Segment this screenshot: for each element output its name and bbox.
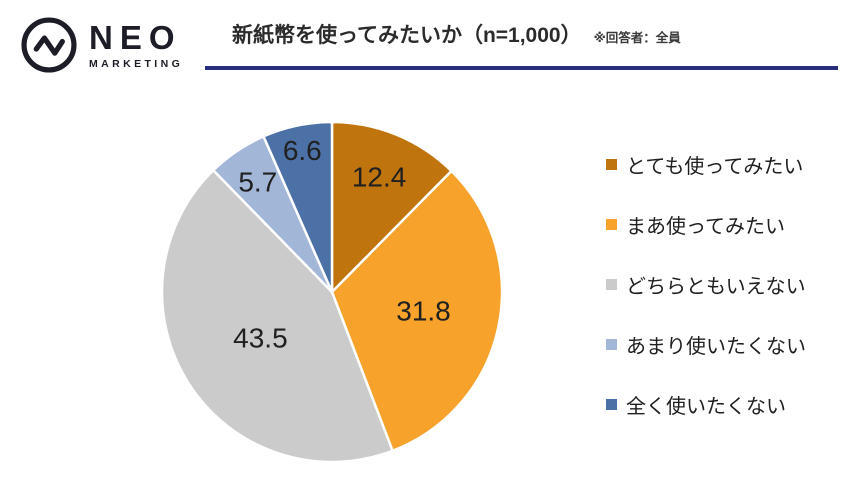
legend-item-3: あまり使いたくない <box>606 314 806 374</box>
legend-marker-icon <box>606 218 617 230</box>
pie-label-4: 6.6 <box>283 135 322 166</box>
legend-label: どちらともいえない <box>626 275 806 298</box>
legend-marker-icon <box>606 278 617 290</box>
legend-label: とても使ってみたい <box>626 155 804 178</box>
page-title: 新紙幣を使ってみたいか（n=1,000） <box>232 24 582 47</box>
pie-label-2: 43.5 <box>233 322 288 353</box>
title-block: 新紙幣を使ってみたいか（n=1,000） ※回答者：全員 <box>232 19 681 49</box>
pie-slice-1 <box>330 169 504 453</box>
legend-item-0: とても使ってみたい <box>606 134 806 194</box>
legend-item-1: まあ使ってみたい <box>606 194 806 254</box>
pie-chart: 12.4 31.8 43.5 5.76.6 <box>160 120 504 464</box>
pie-label-3: 5.7 <box>238 167 277 198</box>
legend-item-2: どちらともいえない <box>606 254 806 314</box>
pie-slice-2 <box>160 169 394 464</box>
pie-slice-4 <box>262 120 334 294</box>
legend-label: 全く使いたくない <box>626 395 786 418</box>
logo: NEO MARKETING <box>20 16 183 74</box>
pie-label-1: 31.8 <box>396 296 451 327</box>
logo-name: NEO <box>89 18 182 56</box>
pie-label-0: 12.4 <box>352 162 407 193</box>
legend-marker-icon <box>606 338 617 350</box>
neo-pulse-icon <box>21 17 77 73</box>
logo-text: NEO MARKETING <box>89 21 183 70</box>
legend-item-4: 全く使いたくない <box>606 374 806 434</box>
logo-subtitle: MARKETING <box>89 57 184 70</box>
legend: とても使ってみたい まあ使ってみたい どちらともいえない あまり使いたくない 全く使いた… <box>606 134 806 434</box>
respondent-note: ※回答者：全員 <box>593 31 681 45</box>
legend-label: あまり使いたくない <box>626 335 806 358</box>
legend-label: まあ使ってみたい <box>626 215 785 238</box>
pie-slice-0 <box>330 120 453 294</box>
title-underline <box>205 66 838 70</box>
legend-marker-icon <box>606 158 617 170</box>
legend-marker-icon <box>606 398 617 410</box>
